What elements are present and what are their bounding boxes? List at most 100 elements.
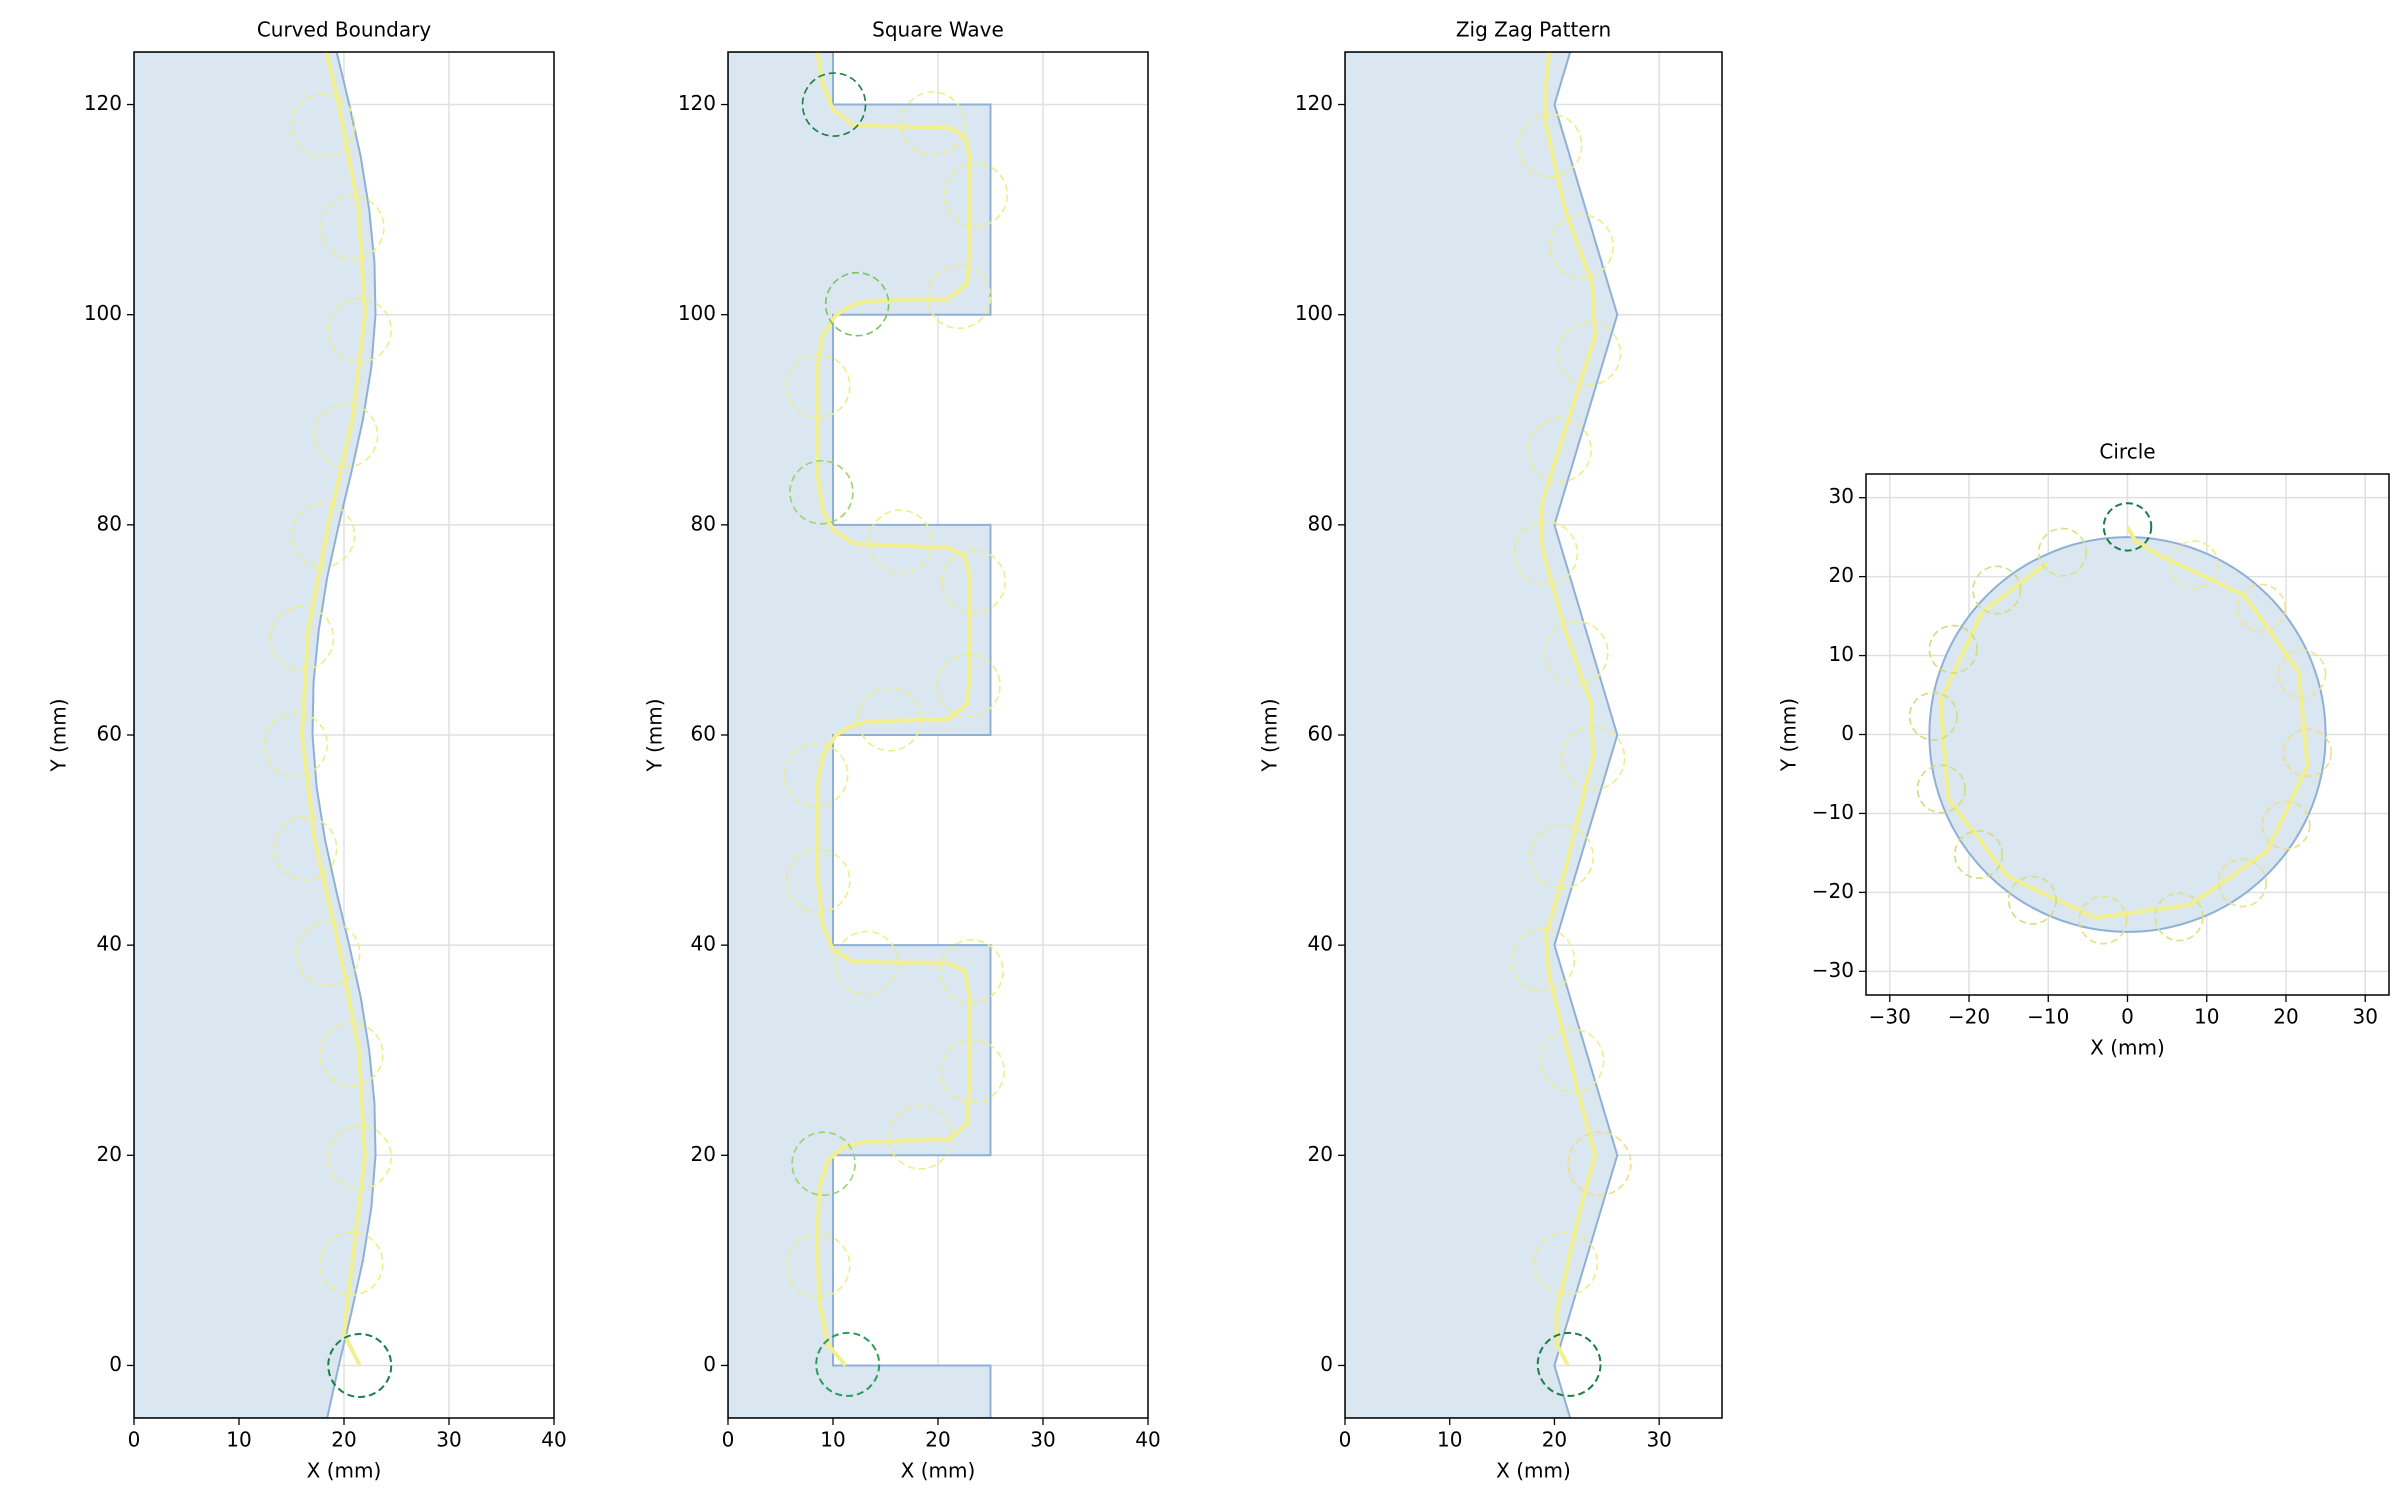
subplot-title: Curved Boundary	[257, 18, 432, 42]
x-tick-label: 30	[1646, 1428, 1671, 1452]
x-tick-label: 20	[2273, 1005, 2298, 1029]
tool-circle	[1916, 764, 1966, 814]
subplot-title: Square Wave	[872, 18, 1004, 42]
axes-frame	[727, 51, 1149, 1419]
tool-circle	[857, 686, 923, 752]
y-tick-label: 20	[691, 1142, 716, 1166]
tool-circle	[1536, 1331, 1602, 1397]
x-axis-label: X (mm)	[307, 1459, 382, 1483]
tool-circle	[785, 353, 851, 419]
plot-area	[134, 52, 554, 1418]
tool-circle	[943, 162, 1009, 228]
tool-circle	[783, 742, 849, 808]
tool-circle	[1513, 520, 1579, 586]
x-axis-label: X (mm)	[2090, 1036, 2165, 1060]
x-tick-label: −20	[1948, 1005, 1990, 1029]
tool-path	[300, 52, 367, 1367]
tool-circle	[2236, 583, 2286, 633]
tool-circle	[887, 1105, 953, 1170]
tool-circle	[263, 712, 329, 777]
tool-circle	[1549, 214, 1614, 279]
x-tick-label: −10	[2027, 1005, 2069, 1029]
x-tick-label: 30	[2353, 1005, 2378, 1029]
y-tick-label: 0	[109, 1352, 122, 1376]
boundary	[134, 52, 377, 1418]
tool-circle	[2217, 858, 2267, 908]
tool-circle	[2277, 649, 2327, 699]
y-tick-label: 20	[97, 1142, 122, 1166]
x-tick-label: −30	[1869, 1005, 1911, 1029]
x-tick-label: 20	[331, 1428, 356, 1452]
x-tick-label: 10	[820, 1428, 845, 1452]
tool-circle	[926, 264, 992, 330]
x-tick-label: 30	[436, 1428, 461, 1452]
subplot-title: Zig Zag Pattern	[1456, 18, 1611, 42]
y-tick-label: 60	[1308, 722, 1333, 746]
y-tick-label: 40	[691, 932, 716, 956]
subplot: 0 10 20 30 40 0 20 40 60 80 100 120 Curved Boundary X…	[47, 18, 567, 1483]
y-tick-label: −20	[1812, 879, 1854, 903]
y-tick-label: 40	[97, 932, 122, 956]
tool-circle	[1533, 1231, 1599, 1296]
tool-circle	[319, 1231, 384, 1296]
y-tick-label: 30	[1829, 484, 1854, 508]
y-tick-label: 0	[1320, 1352, 1333, 1376]
tool-circle	[900, 91, 966, 156]
tool-circle	[327, 1125, 393, 1190]
y-axis-label: Y (mm)	[47, 698, 71, 772]
y-tick-label: 100	[1295, 301, 1333, 325]
tool-circle	[789, 459, 854, 525]
x-tick-label: 40	[541, 1428, 566, 1452]
y-tick-label: 100	[678, 301, 716, 325]
tool-circle	[1908, 691, 1958, 741]
y-axis-label: Y (mm)	[1258, 698, 1282, 772]
boundary	[1928, 536, 2327, 933]
tool-circle	[1518, 113, 1583, 178]
x-axis-label: X (mm)	[901, 1459, 976, 1483]
axes-frame	[133, 51, 555, 1419]
tool-circle	[1972, 565, 2022, 615]
tool-circle	[1928, 624, 1978, 674]
y-tick-label: 120	[678, 91, 716, 115]
subplot: 0 10 20 30 40 0 20 40 60 80 100 120 Square Wave X (mm…	[643, 18, 1161, 1483]
tool-circle	[939, 939, 1004, 1004]
tool-circle	[2154, 892, 2204, 942]
plot-area	[1866, 474, 2389, 995]
tool-circle	[867, 509, 933, 574]
tool-circle	[320, 195, 385, 260]
tool-path	[1938, 525, 2310, 920]
y-tick-label: 100	[84, 301, 122, 325]
tool-path	[815, 52, 972, 1367]
y-tick-label: 0	[703, 1352, 716, 1376]
y-tick-label: 120	[84, 91, 122, 115]
tool-circle	[2037, 527, 2088, 577]
tool-circle	[1560, 725, 1626, 791]
tool-circle	[327, 298, 393, 363]
axes-frame	[1344, 51, 1723, 1419]
subplot: 0 10 20 30 0 20 40 60 80 100 120 Zig Zag Pattern X (…	[1258, 18, 1723, 1483]
y-axis-label: Y (mm)	[643, 698, 667, 772]
tool-circle	[791, 1131, 856, 1197]
tool-circle	[834, 930, 899, 996]
tool-circle	[313, 403, 379, 468]
y-tick-label: 40	[1308, 932, 1333, 956]
x-tick-label: 0	[722, 1428, 735, 1452]
x-tick-label: 30	[1030, 1428, 1055, 1452]
y-tick-label: 80	[691, 511, 716, 535]
tool-circle	[272, 816, 338, 881]
y-tick-label: 20	[1308, 1142, 1333, 1166]
y-tick-label: 60	[97, 722, 122, 746]
tool-circle	[1510, 927, 1576, 993]
y-tick-label: 80	[1308, 511, 1333, 535]
x-tick-label: 10	[226, 1428, 251, 1452]
x-tick-label: 10	[2194, 1005, 2219, 1029]
tool-circle	[1544, 620, 1609, 686]
plot-area	[1345, 52, 1722, 1418]
x-tick-label: 0	[1339, 1428, 1352, 1452]
x-tick-label: 0	[2121, 1005, 2134, 1029]
y-tick-label: 0	[1841, 721, 1854, 745]
x-tick-label: 0	[128, 1428, 141, 1452]
x-axis-label: X (mm)	[1496, 1459, 1571, 1483]
tool-circle	[936, 653, 1001, 718]
tool-circle	[941, 549, 1007, 614]
